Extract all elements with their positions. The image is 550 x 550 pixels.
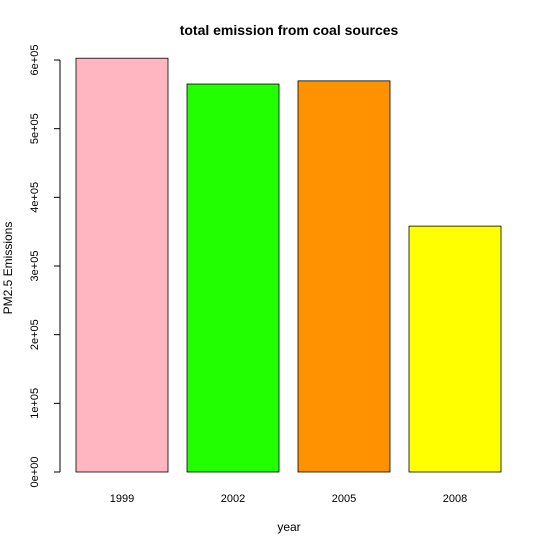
y-tick-label: 4e+05 — [29, 182, 41, 213]
x-tick-label: 2002 — [221, 493, 245, 505]
x-axis-label: year — [277, 520, 300, 534]
y-tick-label: 1e+05 — [29, 388, 41, 419]
y-axis-label: PM2.5 Emissions — [1, 222, 15, 315]
bar-2005 — [297, 80, 391, 473]
x-tick-labels: 1999 2002 2005 2008 — [110, 493, 467, 505]
x-tick-label: 2008 — [443, 493, 467, 505]
x-tick-label: 2005 — [332, 493, 356, 505]
y-axis: 0e+00 1e+05 2e+05 3e+05 4e+05 5e+05 6e+05 — [29, 45, 61, 488]
y-tick-label: 3e+05 — [29, 251, 41, 282]
bar-1999 — [75, 57, 169, 473]
y-tick-label: 6e+05 — [29, 45, 41, 76]
x-tick-label: 1999 — [110, 493, 134, 505]
y-tick-label: 5e+05 — [29, 113, 41, 144]
bars — [75, 57, 502, 473]
y-tick-label: 0e+00 — [29, 457, 41, 488]
bar-2008 — [408, 225, 502, 473]
chart-title: total emission from coal sources — [180, 22, 399, 38]
y-tick-label: 2e+05 — [29, 319, 41, 350]
bar-2002 — [186, 83, 280, 473]
